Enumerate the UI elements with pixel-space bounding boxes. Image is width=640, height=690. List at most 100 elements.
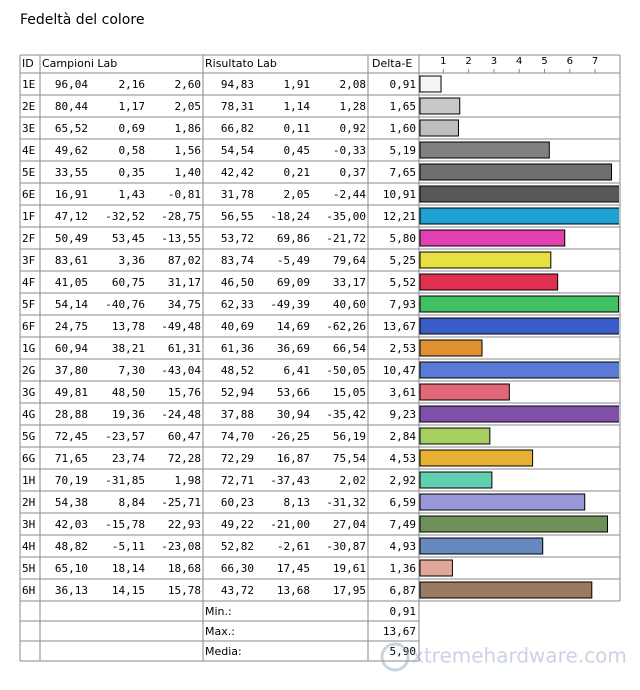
lab-value: 7,30: [119, 364, 146, 377]
lab-value: -31,32: [326, 496, 366, 509]
lab-value: 70,19: [55, 474, 88, 487]
lab-value: -15,78: [105, 518, 145, 531]
row-id: 3H: [22, 518, 35, 531]
lab-value: 31,78: [221, 188, 254, 201]
lab-value: 2,08: [340, 78, 367, 91]
delta-e-label: 2,84: [390, 430, 417, 443]
lab-value: 18,68: [168, 562, 201, 575]
x-tick-label: 5: [541, 56, 547, 67]
lab-value: 40,69: [221, 320, 254, 333]
lab-value: 49,81: [55, 386, 88, 399]
delta-e-label: 6,87: [390, 584, 417, 597]
bar: [419, 75, 442, 93]
bar: [419, 559, 453, 577]
lab-value: 18,14: [112, 562, 145, 575]
lab-value: 1,28: [340, 100, 367, 113]
lab-value: 83,74: [221, 254, 254, 267]
summary-label: Media:: [205, 645, 242, 658]
lab-value: 33,55: [55, 166, 88, 179]
lab-value: 53,66: [277, 386, 310, 399]
lab-value: 14,15: [112, 584, 145, 597]
lab-value: -43,04: [161, 364, 201, 377]
lab-value: 66,82: [221, 122, 254, 135]
table-cells: ID Campioni Lab Risultato Lab Delta-E 1 2 3 4 5 6…: [22, 56, 598, 658]
lab-value: 15,05: [333, 386, 366, 399]
x-tick-label: 4: [516, 56, 522, 67]
lab-value: 48,52: [221, 364, 254, 377]
lab-value: 61,31: [168, 342, 201, 355]
lab-value: 22,93: [168, 518, 201, 531]
delta-e-label: 10,47: [383, 364, 416, 377]
lab-value: 53,45: [112, 232, 145, 245]
lab-value: 53,72: [221, 232, 254, 245]
lab-value: 0,21: [284, 166, 311, 179]
column-header: ID: [22, 57, 34, 70]
row-id: 2H: [22, 496, 35, 509]
row-id: 1G: [22, 342, 35, 355]
delta-e-label: 5,25: [390, 254, 417, 267]
lab-value: 6,41: [284, 364, 311, 377]
column-header: Campioni Lab: [42, 57, 117, 70]
bar: [419, 493, 586, 511]
lab-value: 1,43: [119, 188, 146, 201]
lab-value: 31,17: [168, 276, 201, 289]
row-id: 6E: [22, 188, 35, 201]
bar: [419, 119, 459, 137]
lab-value: 8,13: [284, 496, 311, 509]
bar: [419, 97, 461, 115]
delta-e-label: 7,65: [390, 166, 417, 179]
lab-value: -13,55: [161, 232, 201, 245]
lab-value: -21,00: [270, 518, 310, 531]
lab-value: 72,29: [221, 452, 254, 465]
lab-value: 54,38: [55, 496, 88, 509]
delta-e-label: 0,91: [390, 78, 417, 91]
lab-value: 43,72: [221, 584, 254, 597]
delta-e-label: 1,36: [390, 562, 417, 575]
lab-value: 94,83: [221, 78, 254, 91]
lab-value: 79,64: [333, 254, 366, 267]
lab-value: 60,94: [55, 342, 88, 355]
lab-value: -30,87: [326, 540, 366, 553]
lab-value: 65,52: [55, 122, 88, 135]
bar: [419, 471, 493, 489]
lab-value: 16,91: [55, 188, 88, 201]
delta-e-label: 7,49: [390, 518, 417, 531]
lab-value: 96,04: [55, 78, 88, 91]
lab-value: -21,72: [326, 232, 366, 245]
lab-value: 80,44: [55, 100, 88, 113]
bar: [419, 383, 510, 401]
lab-value: -32,52: [105, 210, 145, 223]
lab-value: 56,19: [333, 430, 366, 443]
bar: [419, 537, 544, 555]
lab-value: 1,86: [175, 122, 202, 135]
lab-value: 28,88: [55, 408, 88, 421]
delta-e-label: 10,91: [383, 188, 416, 201]
lab-value: 66,30: [221, 562, 254, 575]
lab-value: 72,45: [55, 430, 88, 443]
lab-value: 30,94: [277, 408, 310, 421]
lab-value: 71,65: [55, 452, 88, 465]
lab-value: 17,95: [333, 584, 366, 597]
lab-value: 38,21: [112, 342, 145, 355]
row-id: 4G: [22, 408, 35, 421]
row-id: 6F: [22, 320, 35, 333]
delta-e-label: 7,93: [390, 298, 417, 311]
lab-value: 41,05: [55, 276, 88, 289]
column-header: Risultato Lab: [205, 57, 277, 70]
lab-value: 24,75: [55, 320, 88, 333]
lab-value: 1,14: [284, 100, 311, 113]
row-id: 5E: [22, 166, 35, 179]
bar: [419, 141, 550, 159]
delta-e-label: 6,59: [390, 496, 417, 509]
lab-value: 60,47: [168, 430, 201, 443]
lab-value: 17,45: [277, 562, 310, 575]
row-id: 3E: [22, 122, 35, 135]
lab-value: 3,36: [119, 254, 146, 267]
bar: [419, 163, 613, 181]
bar: [419, 405, 619, 423]
lab-value: 2,60: [175, 78, 202, 91]
row-id: 5F: [22, 298, 35, 311]
row-id: 4F: [22, 276, 35, 289]
column-header: Delta-E: [372, 57, 412, 70]
delta-e-label: 1,60: [390, 122, 417, 135]
